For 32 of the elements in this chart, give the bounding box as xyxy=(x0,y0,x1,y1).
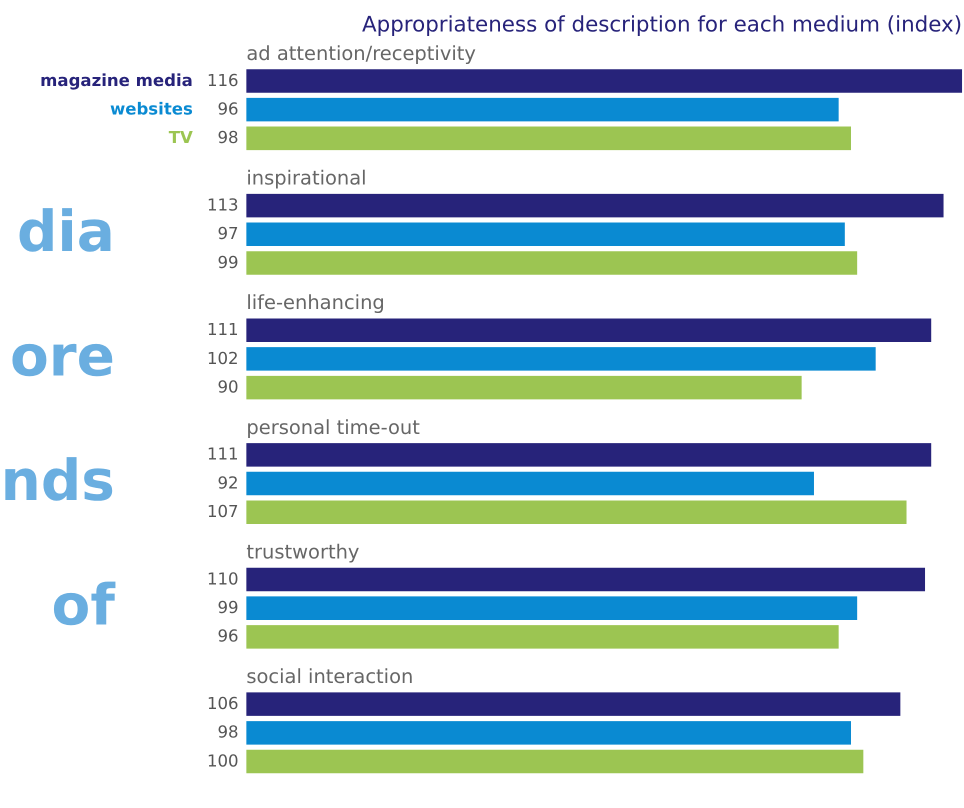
data-label: 96 xyxy=(218,626,239,646)
data-label: 99 xyxy=(218,598,239,618)
y-tick-label: personal time-out xyxy=(246,416,420,439)
data-label: 98 xyxy=(218,722,239,742)
text: magazine media xyxy=(40,70,193,90)
data-label: 92 xyxy=(218,473,239,492)
text: dia xyxy=(17,200,115,265)
text: TV xyxy=(168,128,193,148)
data-label: 96 xyxy=(218,100,239,118)
data-label: 97 xyxy=(218,224,239,244)
data-label: 111 xyxy=(206,444,239,464)
y-tick-label: ad attention/receptivity xyxy=(246,42,476,65)
y-tick-label: life-enhancing xyxy=(246,291,385,314)
y-tick-label: social interaction xyxy=(246,665,414,688)
data-label: 98 xyxy=(218,128,239,148)
data-label: 99 xyxy=(218,252,239,272)
text: ore xyxy=(10,324,115,390)
data-label: 110 xyxy=(206,569,239,588)
data-label: 113 xyxy=(206,195,239,214)
y-tick-label: trustworthy xyxy=(246,540,360,564)
text: websites xyxy=(110,100,193,118)
data-label: 100 xyxy=(206,751,239,770)
text: nds xyxy=(0,449,115,514)
data-label: 116 xyxy=(206,70,239,90)
y-tick-label: inspirational xyxy=(246,166,367,190)
data-label: 107 xyxy=(206,502,239,522)
text: Appropriateness of description for each medium (index) xyxy=(362,12,962,38)
data-label: 90 xyxy=(218,377,239,396)
data-label: 106 xyxy=(206,694,239,714)
text: of xyxy=(52,574,116,639)
data-label: 102 xyxy=(206,348,239,368)
data-label: 111 xyxy=(206,320,239,340)
